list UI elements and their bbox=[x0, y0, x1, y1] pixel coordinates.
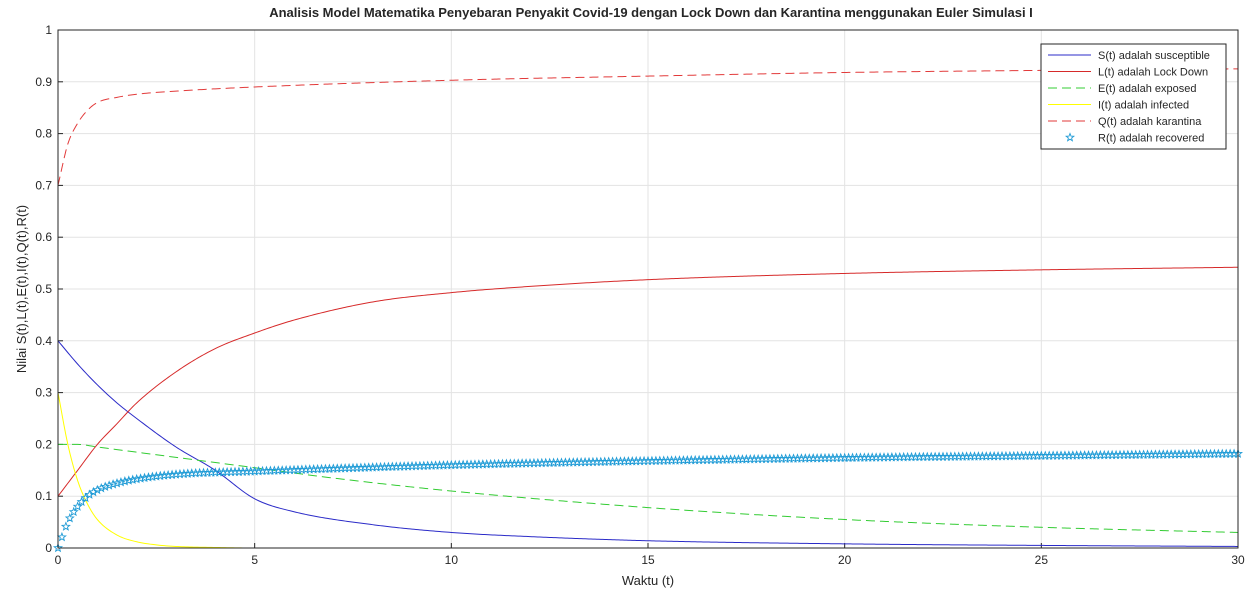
data-point-recovered bbox=[96, 482, 107, 493]
data-point-recovered bbox=[88, 486, 99, 497]
y-tick-label: 0.5 bbox=[35, 282, 52, 296]
data-point-recovered bbox=[100, 481, 111, 492]
x-tick-label: 5 bbox=[251, 553, 258, 567]
series-s-t-adalah-susceptible bbox=[57, 340, 1239, 547]
data-point-recovered bbox=[139, 472, 150, 483]
x-axis-label: Waktu (t) bbox=[622, 573, 674, 588]
data-point-recovered bbox=[72, 501, 83, 511]
legend-marker-star bbox=[1065, 132, 1075, 142]
y-tick-label: 0.7 bbox=[35, 178, 52, 192]
y-tick-label: 1 bbox=[45, 23, 52, 37]
data-point-recovered bbox=[104, 480, 115, 490]
data-point-recovered bbox=[159, 470, 170, 480]
plot-frame bbox=[57, 29, 1239, 549]
series-line bbox=[57, 266, 1239, 497]
legend-label: E(t) adalah exposed bbox=[1098, 83, 1196, 95]
data-point-recovered bbox=[135, 473, 146, 483]
data-point-recovered bbox=[147, 471, 158, 482]
data-point-recovered bbox=[92, 484, 103, 495]
x-tick-label: 20 bbox=[838, 553, 852, 567]
series-layer bbox=[53, 68, 1244, 553]
legend-label: I(t) adalah infected bbox=[1098, 100, 1189, 112]
data-point-recovered bbox=[115, 476, 126, 487]
data-point-recovered bbox=[131, 473, 142, 484]
x-tick-label: 10 bbox=[445, 553, 459, 567]
legend-label: S(t) adalah susceptible bbox=[1098, 50, 1210, 62]
data-point-recovered bbox=[143, 472, 154, 482]
axis-ticks: 0 5 10 15 20 25 30 0 0.1 0.2 0.3 0.4 0.5 0.6 0.7 0.8 0.9… bbox=[35, 23, 1245, 567]
y-tick-label: 0 bbox=[45, 541, 52, 555]
series-l-t-adalah-lock-down bbox=[57, 266, 1239, 497]
chart-title: Analisis Model Matematika Penyebaran Pen… bbox=[269, 5, 1033, 20]
data-point-recovered bbox=[84, 489, 95, 499]
x-tick-label: 25 bbox=[1035, 553, 1049, 567]
y-tick-label: 0.6 bbox=[35, 230, 52, 244]
data-point-recovered bbox=[60, 521, 71, 531]
x-tick-label: 30 bbox=[1231, 553, 1245, 567]
data-point-recovered bbox=[155, 470, 166, 481]
data-point-recovered bbox=[151, 471, 162, 481]
x-tick-label: 15 bbox=[641, 553, 655, 567]
legend-label: R(t) adalah recovered bbox=[1098, 133, 1204, 145]
data-point-recovered bbox=[123, 475, 134, 485]
x-tick-label: 0 bbox=[55, 553, 62, 567]
legend-label: Q(t) adalah karantina bbox=[1098, 116, 1202, 128]
y-tick-label: 0.4 bbox=[35, 334, 52, 348]
data-point-recovered bbox=[64, 512, 75, 523]
legend-box bbox=[1040, 43, 1227, 150]
y-tick-label: 0.2 bbox=[35, 437, 52, 451]
data-point-recovered bbox=[56, 531, 67, 542]
legend-label: L(t) adalah Lock Down bbox=[1098, 67, 1208, 79]
data-point-recovered bbox=[119, 476, 130, 486]
y-tick-label: 0.1 bbox=[35, 489, 52, 503]
series-line bbox=[57, 340, 1239, 547]
legend: S(t) adalah susceptible L(t) adalah Lock … bbox=[1040, 43, 1227, 150]
y-tick-label: 0.8 bbox=[35, 127, 52, 141]
y-axis-label: Nilai S(t),L(t),E(t),I(t),Q(t),R(t) bbox=[14, 205, 29, 373]
series-r-t-adalah-recovered bbox=[53, 448, 1244, 553]
data-point-recovered bbox=[112, 477, 122, 488]
y-tick-label: 0.9 bbox=[35, 75, 52, 89]
data-point-recovered bbox=[108, 479, 119, 489]
data-point-recovered bbox=[53, 542, 63, 553]
data-point-recovered bbox=[68, 506, 79, 517]
data-point-recovered bbox=[127, 474, 138, 485]
y-tick-label: 0.3 bbox=[35, 386, 52, 400]
